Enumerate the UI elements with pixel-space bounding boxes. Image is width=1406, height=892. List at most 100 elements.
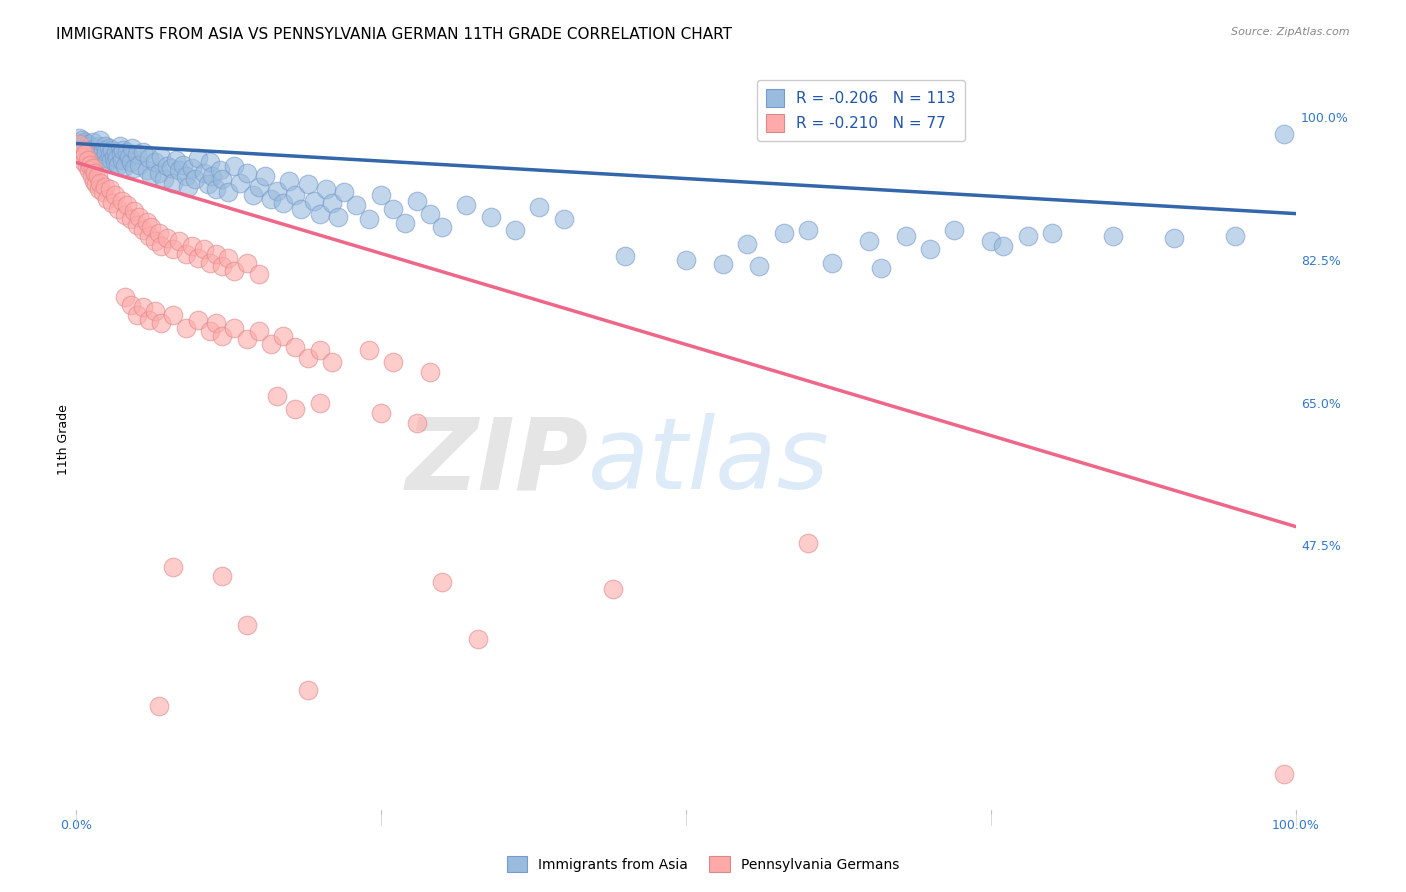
Point: [266, 389, 288, 403]
Point: [193, 166, 215, 180]
Point: [602, 582, 624, 596]
Point: [148, 166, 170, 180]
Point: [266, 184, 288, 198]
Point: [1040, 226, 1063, 240]
Point: [308, 396, 330, 410]
Point: [797, 223, 820, 237]
Point: [138, 228, 160, 243]
Point: [141, 169, 163, 183]
Point: [125, 147, 148, 161]
Point: [135, 215, 157, 229]
Point: [177, 179, 200, 194]
Point: [124, 161, 146, 175]
Point: [86, 143, 108, 157]
Point: [394, 216, 416, 230]
Point: [87, 139, 110, 153]
Point: [162, 308, 184, 322]
Point: [132, 300, 155, 314]
Point: [111, 153, 134, 167]
Point: [430, 220, 453, 235]
Point: [143, 235, 166, 249]
Point: [205, 316, 228, 330]
Point: [208, 163, 231, 178]
Point: [73, 155, 96, 169]
Point: [128, 210, 150, 224]
Point: [150, 239, 173, 253]
Point: [111, 194, 134, 208]
Point: [1223, 228, 1246, 243]
Point: [132, 145, 155, 159]
Point: [84, 166, 107, 180]
Point: [72, 136, 94, 151]
Point: [918, 243, 941, 257]
Point: [456, 198, 478, 212]
Point: [67, 130, 90, 145]
Point: [271, 329, 294, 343]
Point: [675, 253, 697, 268]
Point: [97, 141, 120, 155]
Point: [297, 682, 319, 697]
Point: [297, 351, 319, 365]
Point: [344, 198, 367, 212]
Point: [247, 324, 270, 338]
Point: [141, 220, 163, 235]
Point: [613, 249, 636, 263]
Point: [235, 332, 257, 346]
Point: [870, 261, 893, 276]
Point: [184, 171, 207, 186]
Point: [93, 151, 115, 165]
Point: [797, 536, 820, 550]
Point: [467, 632, 489, 647]
Point: [96, 145, 118, 159]
Point: [121, 141, 143, 155]
Point: [86, 178, 108, 192]
Point: [114, 159, 136, 173]
Point: [894, 228, 917, 243]
Point: [114, 290, 136, 304]
Point: [107, 158, 129, 172]
Point: [104, 187, 127, 202]
Point: [79, 139, 101, 153]
Point: [187, 312, 209, 326]
Point: [98, 182, 121, 196]
Point: [284, 187, 307, 202]
Point: [198, 324, 221, 338]
Point: [235, 617, 257, 632]
Point: [105, 145, 128, 159]
Point: [302, 194, 325, 208]
Point: [271, 196, 294, 211]
Text: ZIP: ZIP: [405, 413, 588, 510]
Point: [135, 163, 157, 178]
Point: [156, 231, 179, 245]
Point: [321, 196, 343, 211]
Point: [406, 416, 429, 430]
Point: [357, 343, 380, 357]
Point: [169, 235, 191, 249]
Point: [430, 575, 453, 590]
Point: [70, 143, 93, 157]
Point: [315, 182, 337, 196]
Point: [82, 135, 104, 149]
Point: [1102, 228, 1125, 243]
Point: [101, 143, 124, 157]
Point: [284, 402, 307, 417]
Point: [98, 147, 121, 161]
Point: [224, 320, 246, 334]
Point: [253, 169, 276, 183]
Point: [77, 143, 100, 157]
Point: [290, 202, 312, 216]
Point: [333, 186, 356, 200]
Point: [77, 163, 100, 178]
Point: [67, 136, 90, 151]
Point: [943, 223, 966, 237]
Point: [1272, 766, 1295, 780]
Point: [76, 159, 98, 173]
Point: [87, 182, 110, 196]
Point: [308, 206, 330, 220]
Point: [114, 208, 136, 222]
Point: [162, 243, 184, 257]
Point: [96, 192, 118, 206]
Point: [76, 141, 98, 155]
Point: [70, 133, 93, 147]
Point: [160, 161, 183, 175]
